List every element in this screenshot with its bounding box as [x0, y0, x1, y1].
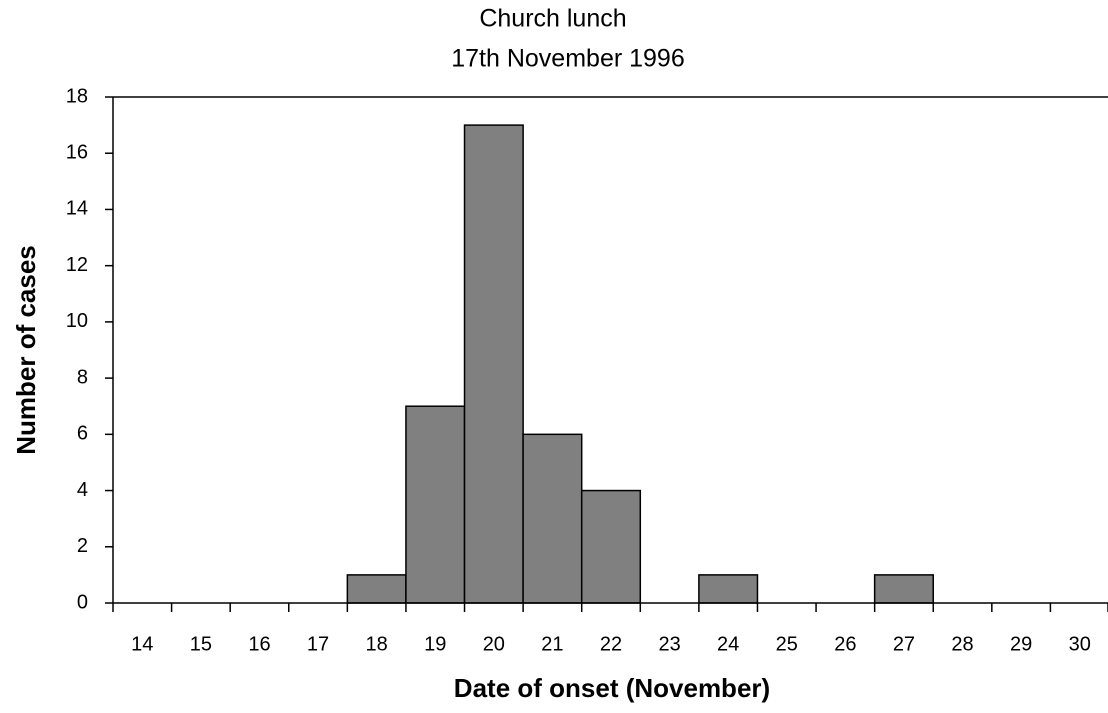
x-tick-label: 14 [131, 633, 153, 655]
chart-title: Church lunch [479, 5, 626, 33]
bar [580, 489, 642, 604]
x-tick-label: 23 [658, 633, 680, 655]
y-tick-label: 2 [77, 535, 88, 557]
y-tick-label: 12 [66, 254, 88, 276]
x-tick-label: 27 [893, 633, 915, 655]
x-tick-label: 16 [248, 633, 270, 655]
x-tick-label: 21 [541, 633, 563, 655]
y-axis-title: Number of cases [11, 245, 41, 455]
y-tick-label: 10 [66, 310, 88, 332]
bar [405, 405, 466, 604]
x-tick-label: 28 [951, 633, 973, 655]
bar [463, 124, 524, 604]
x-tick-label: 25 [776, 633, 798, 655]
x-tick-label: 17 [307, 633, 329, 655]
x-tick-label: 18 [366, 633, 388, 655]
y-tick-label: 8 [77, 366, 88, 388]
bar [698, 574, 759, 604]
y-tick-label: 6 [77, 423, 88, 445]
x-tick-label: 20 [483, 633, 505, 655]
y-tick-label: 0 [77, 591, 88, 613]
y-tick-label: 16 [66, 142, 88, 164]
x-tick-label: 19 [424, 633, 446, 655]
x-tick-label: 26 [834, 633, 856, 655]
x-tick-label: 24 [717, 633, 739, 655]
bar [346, 574, 407, 604]
y-tick-label: 4 [77, 479, 88, 501]
x-tick-label: 15 [190, 633, 212, 655]
x-tick-label: 22 [600, 633, 622, 655]
y-tick-label: 18 [66, 85, 88, 107]
x-tick-label: 30 [1069, 633, 1091, 655]
y-tick-label: 14 [66, 198, 88, 220]
chart-subtitle: 17th November 1996 [451, 45, 684, 73]
x-axis-title: Date of onset (November) [454, 673, 770, 703]
bar [873, 574, 934, 604]
x-tick-label: 29 [1010, 633, 1032, 655]
bar [522, 433, 583, 604]
